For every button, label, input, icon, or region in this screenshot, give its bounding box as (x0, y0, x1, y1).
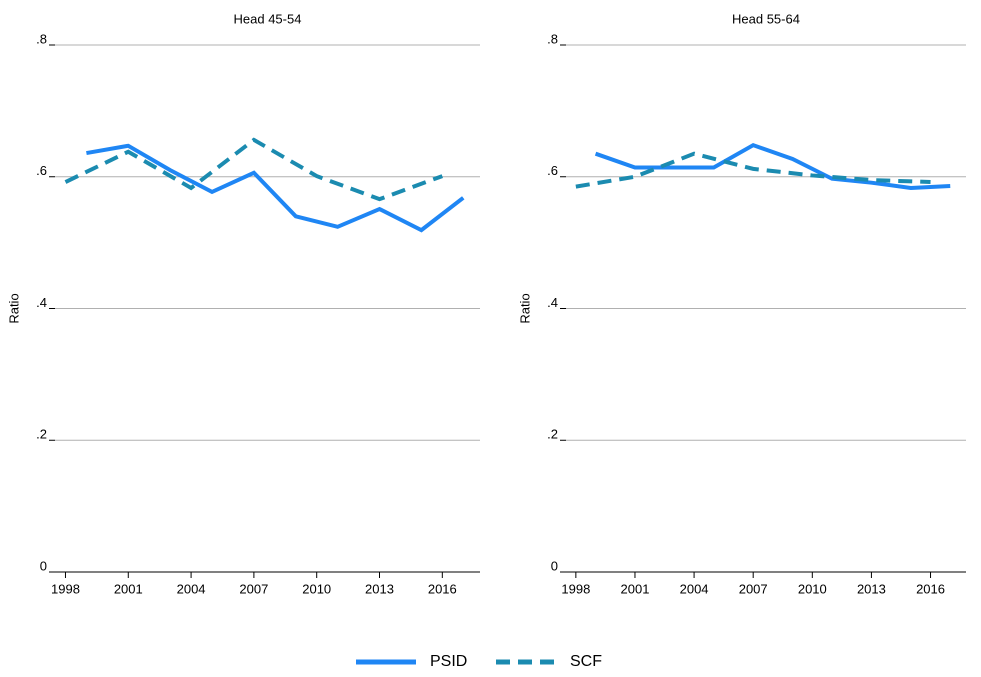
series-line (64, 137, 444, 202)
legend-label: SCF (570, 653, 602, 670)
x-tick-label: 2004 (680, 581, 709, 596)
y-tick-label: 0 (551, 558, 558, 573)
series-line (594, 142, 951, 190)
x-tick-label: 2010 (302, 581, 331, 596)
x-tick-label: 1998 (561, 581, 590, 596)
x-tick-label: 1998 (51, 581, 80, 596)
panel-title: Head 45-54 (234, 11, 302, 26)
x-tick-label: 2013 (365, 581, 394, 596)
x-tick-label: 2016 (916, 581, 945, 596)
y-tick-label: .2 (36, 427, 47, 442)
panel-title: Head 55-64 (732, 11, 800, 26)
y-tick-label: .8 (36, 31, 47, 46)
x-tick-label: 2010 (798, 581, 827, 596)
x-tick-label: 2001 (621, 581, 650, 596)
x-tick-label: 2007 (739, 581, 768, 596)
y-tick-label: .8 (547, 31, 558, 46)
x-tick-label: 2013 (857, 581, 886, 596)
y-tick-label: .4 (547, 295, 558, 310)
x-tick-label: 2001 (114, 581, 143, 596)
y-tick-label: .2 (547, 427, 558, 442)
y-tick-label: 0 (40, 558, 47, 573)
y-tick-label: .6 (547, 163, 558, 178)
y-tick-label: .6 (36, 163, 47, 178)
y-axis-label: Ratio (517, 293, 532, 323)
series-line (575, 151, 931, 189)
series-line (86, 143, 465, 233)
y-tick-label: .4 (36, 295, 47, 310)
x-tick-label: 2007 (239, 581, 268, 596)
y-axis-label: Ratio (6, 293, 21, 323)
x-tick-label: 2004 (177, 581, 206, 596)
legend-label: PSID (430, 653, 467, 670)
x-tick-label: 2016 (428, 581, 457, 596)
